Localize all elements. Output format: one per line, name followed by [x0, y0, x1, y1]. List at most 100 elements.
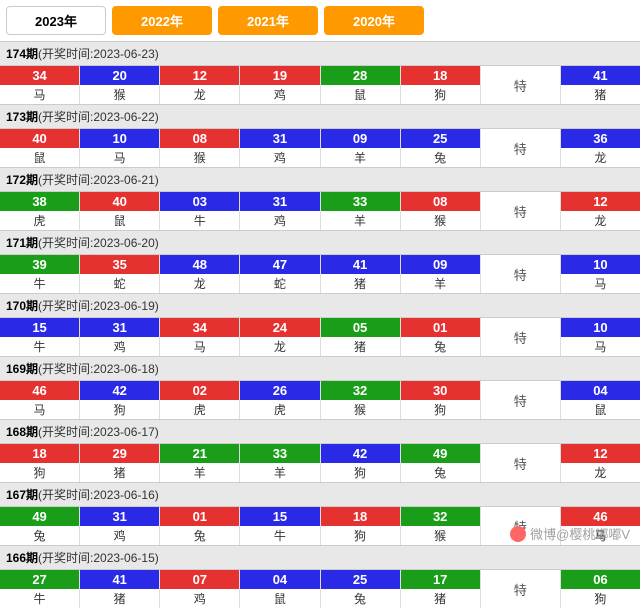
ball-number: 18 [0, 444, 79, 463]
special-cell: 12龙 [561, 444, 640, 482]
ball-zodiac: 狗 [401, 85, 480, 104]
special-number: 12 [561, 192, 640, 211]
ball-zodiac: 兔 [401, 463, 480, 482]
ball-cell: 01兔 [160, 507, 240, 545]
special-cell: 06狗 [561, 570, 640, 608]
ball-cell: 25兔 [401, 129, 481, 167]
ball-cell: 31鸡 [80, 507, 160, 545]
ball-zodiac: 狗 [321, 526, 400, 545]
ball-zodiac: 羊 [160, 463, 239, 482]
ball-zodiac: 虎 [160, 400, 239, 419]
ball-zodiac: 龙 [160, 85, 239, 104]
ball-cell: 19鸡 [240, 66, 320, 104]
ball-number: 15 [0, 318, 79, 337]
ball-zodiac: 虎 [240, 400, 319, 419]
period-header: 174期(开奖时间:2023-06-23) [0, 42, 640, 66]
ball-number: 38 [0, 192, 79, 211]
ball-number: 31 [80, 318, 159, 337]
special-cell: 41猪 [561, 66, 640, 104]
year-tab-1[interactable]: 2022年 [112, 6, 212, 35]
number-row: 39牛35蛇48龙47蛇41猪09羊特10马 [0, 255, 640, 293]
ball-number: 28 [321, 66, 400, 85]
ball-cell: 33羊 [240, 444, 320, 482]
ball-number: 41 [321, 255, 400, 274]
number-row: 38虎40鼠03牛31鸡33羊08猴特12龙 [0, 192, 640, 230]
special-number: 12 [561, 444, 640, 463]
ball-zodiac: 牛 [160, 211, 239, 230]
results-list: 174期(开奖时间:2023-06-23)34马20猴12龙19鸡28鼠18狗特… [0, 41, 640, 608]
te-label-cell: 特 [481, 444, 561, 482]
period-block: 166期(开奖时间:2023-06-15)27牛41猪07鸡04鼠25兔17猪特… [0, 545, 640, 608]
ball-number: 34 [160, 318, 239, 337]
ball-cell: 29猪 [80, 444, 160, 482]
ball-zodiac: 龙 [160, 274, 239, 293]
period-number: 168期 [6, 425, 38, 439]
number-row: 40鼠10马08猴31鸡09羊25兔特36龙 [0, 129, 640, 167]
number-row: 18狗29猪21羊33羊42狗49兔特12龙 [0, 444, 640, 482]
ball-number: 39 [0, 255, 79, 274]
ball-number: 32 [401, 507, 480, 526]
ball-number: 42 [80, 381, 159, 400]
special-zodiac: 狗 [561, 589, 640, 608]
special-zodiac: 龙 [561, 148, 640, 167]
special-cell: 10马 [561, 255, 640, 293]
ball-cell: 15牛 [240, 507, 320, 545]
period-number: 171期 [6, 236, 38, 250]
ball-number: 41 [80, 570, 159, 589]
special-number: 36 [561, 129, 640, 148]
watermark: 微博@樱桃嘟嘟V [510, 524, 630, 543]
special-zodiac: 龙 [561, 463, 640, 482]
period-header: 168期(开奖时间:2023-06-17) [0, 420, 640, 444]
ball-zodiac: 猴 [321, 400, 400, 419]
ball-zodiac: 兔 [0, 526, 79, 545]
ball-zodiac: 鸡 [240, 148, 319, 167]
period-number: 166期 [6, 551, 38, 565]
ball-zodiac: 牛 [0, 274, 79, 293]
ball-cell: 09羊 [401, 255, 481, 293]
te-label-cell: 特 [481, 192, 561, 230]
ball-number: 09 [321, 129, 400, 148]
ball-cell: 26虎 [240, 381, 320, 419]
ball-number: 42 [321, 444, 400, 463]
ball-number: 24 [240, 318, 319, 337]
ball-number: 01 [401, 318, 480, 337]
ball-zodiac: 鼠 [240, 589, 319, 608]
ball-cell: 07鸡 [160, 570, 240, 608]
ball-cell: 27牛 [0, 570, 80, 608]
ball-zodiac: 鼠 [0, 148, 79, 167]
ball-zodiac: 马 [0, 400, 79, 419]
ball-cell: 20猴 [80, 66, 160, 104]
ball-zodiac: 鸡 [80, 337, 159, 356]
period-block: 169期(开奖时间:2023-06-18)46马42狗02虎26虎32猴30狗特… [0, 356, 640, 419]
ball-number: 07 [160, 570, 239, 589]
ball-number: 09 [401, 255, 480, 274]
ball-number: 02 [160, 381, 239, 400]
ball-cell: 12龙 [160, 66, 240, 104]
period-header: 166期(开奖时间:2023-06-15) [0, 546, 640, 570]
ball-cell: 24龙 [240, 318, 320, 356]
ball-zodiac: 狗 [80, 400, 159, 419]
ball-cell: 01兔 [401, 318, 481, 356]
year-tab-3[interactable]: 2020年 [324, 6, 424, 35]
ball-cell: 09羊 [321, 129, 401, 167]
period-header: 167期(开奖时间:2023-06-16) [0, 483, 640, 507]
ball-cell: 08猴 [401, 192, 481, 230]
year-tab-2[interactable]: 2021年 [218, 6, 318, 35]
ball-number: 03 [160, 192, 239, 211]
ball-cell: 42狗 [321, 444, 401, 482]
ball-number: 30 [401, 381, 480, 400]
ball-cell: 31鸡 [240, 192, 320, 230]
ball-number: 33 [240, 444, 319, 463]
period-block: 171期(开奖时间:2023-06-20)39牛35蛇48龙47蛇41猪09羊特… [0, 230, 640, 293]
ball-zodiac: 鼠 [321, 85, 400, 104]
period-block: 168期(开奖时间:2023-06-17)18狗29猪21羊33羊42狗49兔特… [0, 419, 640, 482]
ball-number: 46 [0, 381, 79, 400]
ball-zodiac: 猴 [401, 211, 480, 230]
ball-zodiac: 鼠 [80, 211, 159, 230]
ball-cell: 17猪 [401, 570, 481, 608]
ball-cell: 02虎 [160, 381, 240, 419]
ball-zodiac: 马 [80, 148, 159, 167]
period-number: 167期 [6, 488, 38, 502]
ball-number: 26 [240, 381, 319, 400]
year-tab-0[interactable]: 2023年 [6, 6, 106, 35]
